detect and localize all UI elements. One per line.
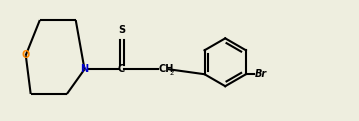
Text: S: S: [118, 25, 125, 35]
Text: N: N: [80, 64, 89, 74]
Text: O: O: [22, 50, 30, 60]
Text: CH: CH: [158, 64, 174, 74]
Text: 2: 2: [170, 70, 174, 76]
Text: C: C: [118, 64, 125, 74]
Text: Br: Br: [255, 69, 266, 79]
